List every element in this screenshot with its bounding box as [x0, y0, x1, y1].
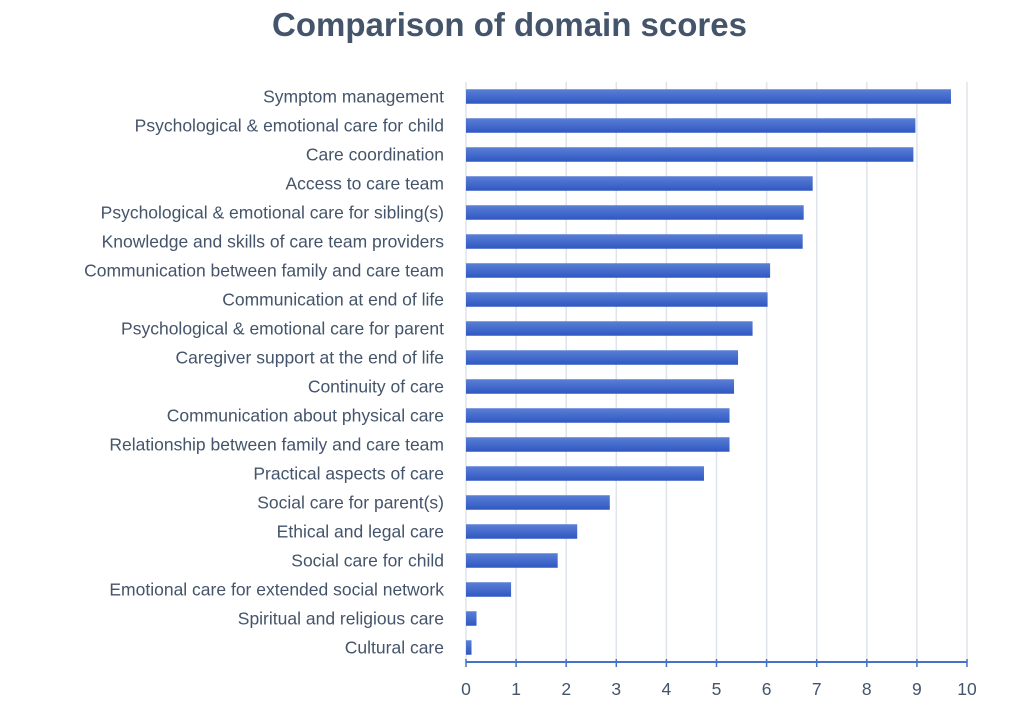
- bar: [466, 408, 730, 423]
- bar: [466, 640, 472, 655]
- category-label: Emotional care for extended social netwo…: [109, 580, 444, 600]
- bar: [466, 292, 768, 307]
- bar: [466, 321, 753, 336]
- bar: [466, 147, 914, 162]
- category-label: Communication between family and care te…: [84, 261, 444, 281]
- category-label: Psychological & emotional care for child: [135, 116, 444, 136]
- category-label: Ethical and legal care: [277, 522, 444, 542]
- bar: [466, 89, 951, 104]
- category-label: Communication about physical care: [167, 406, 444, 426]
- bar: [466, 234, 803, 249]
- bar: [466, 176, 813, 191]
- x-tick-label: 5: [712, 679, 722, 699]
- x-tick-label: 6: [762, 679, 772, 699]
- category-label: Symptom management: [263, 87, 444, 107]
- chart-title: Comparison of domain scores: [272, 6, 747, 43]
- category-label: Continuity of care: [308, 377, 444, 397]
- bar: [466, 611, 477, 626]
- bar: [466, 553, 558, 568]
- x-tick-label: 8: [862, 679, 872, 699]
- bar: [466, 379, 735, 394]
- bar: [466, 263, 771, 278]
- x-tick-label: 9: [912, 679, 922, 699]
- x-tick-label: 0: [461, 679, 471, 699]
- category-label: Practical aspects of care: [253, 464, 444, 484]
- category-label: Cultural care: [345, 638, 444, 658]
- x-tick-label: 3: [611, 679, 621, 699]
- bar: [466, 582, 512, 597]
- category-label: Access to care team: [285, 174, 444, 194]
- bar: [466, 205, 804, 220]
- category-label: Care coordination: [306, 145, 444, 165]
- bar: [466, 118, 916, 133]
- bar: [466, 437, 730, 452]
- x-tick-label: 7: [812, 679, 822, 699]
- bar: [466, 495, 610, 510]
- category-label: Social care for child: [291, 551, 444, 571]
- category-label: Caregiver support at the end of life: [176, 348, 445, 368]
- x-tick-label: 1: [511, 679, 521, 699]
- category-label: Knowledge and skills of care team provid…: [102, 232, 445, 252]
- bar: [466, 524, 578, 539]
- x-tick-label: 2: [561, 679, 571, 699]
- category-label: Spiritual and religious care: [238, 609, 444, 629]
- bar: [466, 466, 704, 481]
- category-label: Social care for parent(s): [257, 493, 444, 513]
- x-tick-label: 10: [957, 679, 977, 699]
- category-label: Psychological & emotional care for paren…: [121, 319, 444, 339]
- category-label: Communication at end of life: [222, 290, 444, 310]
- bar: [466, 350, 739, 365]
- x-tick-label: 4: [662, 679, 672, 699]
- category-label: Relationship between family and care tea…: [109, 435, 444, 455]
- category-label: Psychological & emotional care for sibli…: [101, 203, 444, 223]
